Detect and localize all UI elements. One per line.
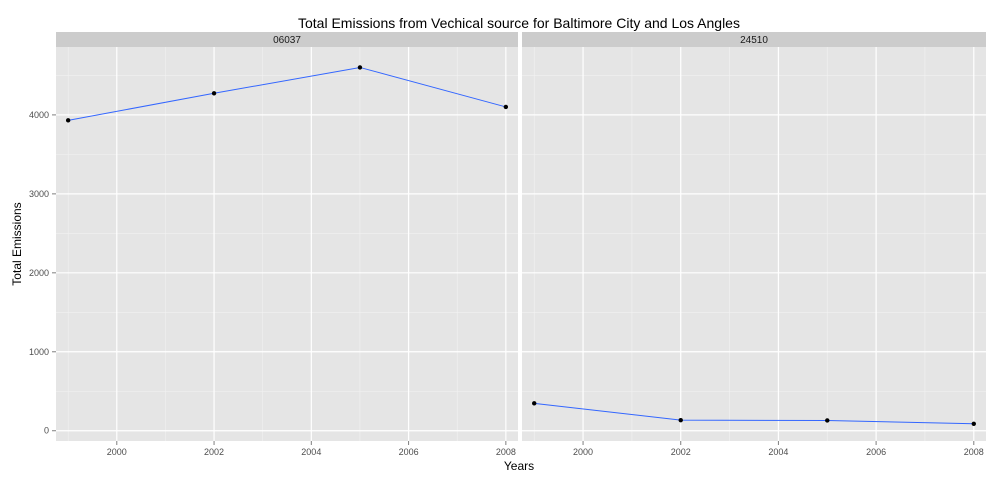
x-tick-label: 2008 bbox=[964, 447, 984, 457]
series-line bbox=[68, 66, 506, 121]
x-tick-label: 2002 bbox=[204, 447, 224, 457]
x-tick-label: 2000 bbox=[107, 447, 127, 457]
facet-strip bbox=[522, 32, 986, 47]
plot-panel-background bbox=[56, 47, 518, 441]
x-tick-label: 2004 bbox=[301, 447, 321, 457]
data-point bbox=[357, 65, 363, 70]
x-tick-label: 2004 bbox=[768, 447, 788, 457]
facet-strip-label: 24510 bbox=[740, 35, 768, 46]
plot-panel-background bbox=[522, 47, 986, 441]
data-point bbox=[532, 401, 537, 406]
x-tick-label: 2006 bbox=[866, 447, 886, 457]
data-point bbox=[65, 118, 71, 123]
y-tick-label: 1000 bbox=[29, 347, 49, 357]
x-tick-label: 2000 bbox=[573, 447, 593, 457]
x-tick-label: 2008 bbox=[496, 447, 516, 457]
y-tick-label: 4000 bbox=[29, 110, 49, 120]
y-axis-title: Total Emissions bbox=[10, 202, 24, 285]
x-axis-title: Years bbox=[504, 459, 534, 473]
facets: 06037 2000 2002 2004 2006 2008 0 1000 2000 3000 40… bbox=[29, 32, 986, 457]
facet-strip-label: 06037 bbox=[273, 35, 301, 46]
series-line bbox=[534, 402, 974, 425]
data-point bbox=[971, 421, 976, 426]
y-tick-label: 2000 bbox=[29, 268, 49, 278]
y-tick-label: 3000 bbox=[29, 189, 49, 199]
x-tick-label: 2002 bbox=[671, 447, 691, 457]
facet-strip bbox=[56, 32, 518, 47]
y-tick-label: 0 bbox=[44, 426, 49, 436]
x-tick-label: 2006 bbox=[399, 447, 419, 457]
chart-title: Total Emissions from Vechical source for… bbox=[298, 15, 740, 31]
data-point bbox=[825, 418, 830, 423]
facet-panel-06037: 06037 2000 2002 2004 2006 2008 0 1000 2000 3000 40… bbox=[29, 32, 518, 457]
data-point bbox=[678, 417, 683, 423]
facet-panel-24510: 24510 2000 2002 2004 2006 2008 bbox=[522, 32, 986, 457]
data-point bbox=[503, 104, 509, 110]
data-point bbox=[211, 91, 217, 96]
